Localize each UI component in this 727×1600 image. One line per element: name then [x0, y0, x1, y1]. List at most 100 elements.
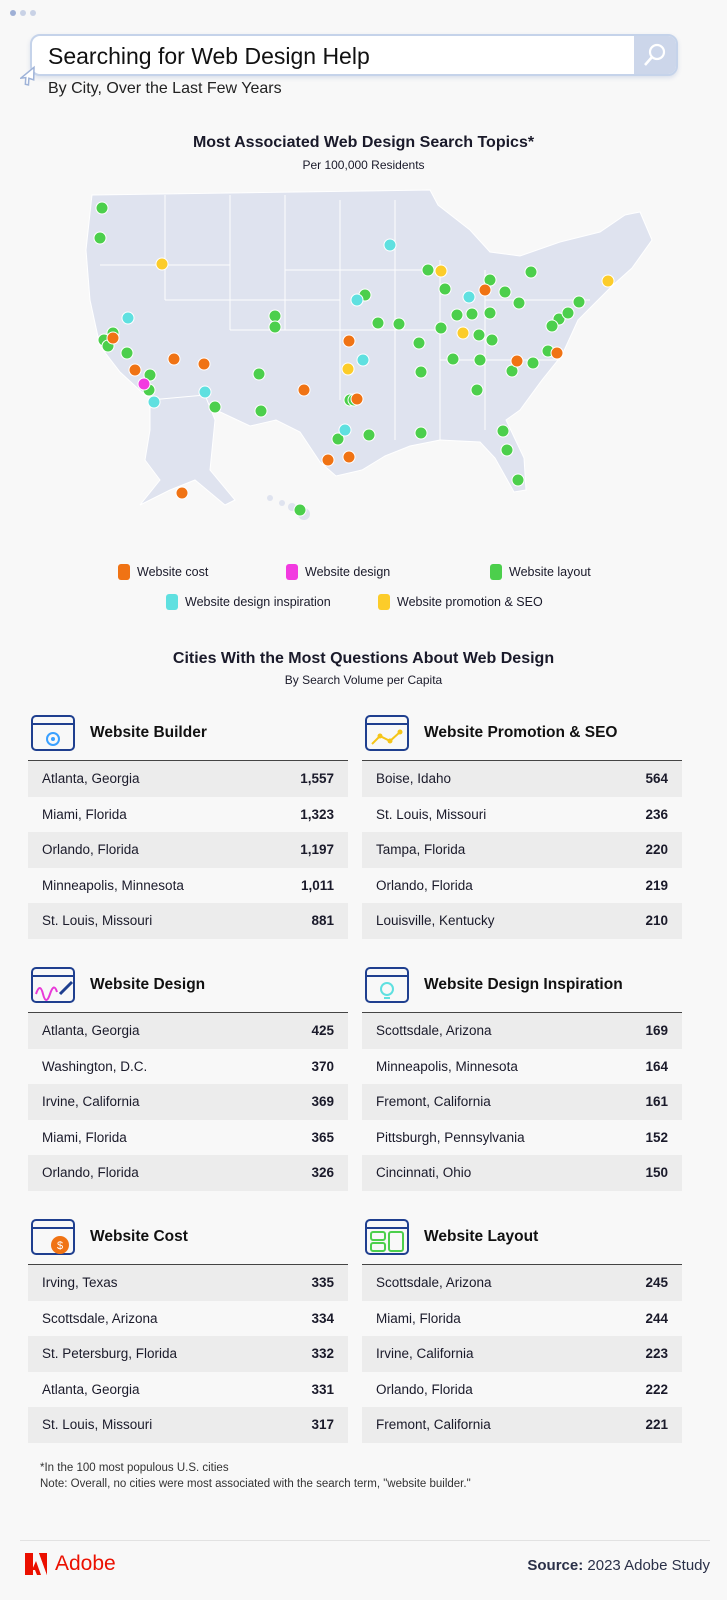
map-subtitle: Per 100,000 Residents [302, 158, 425, 172]
legend-label: Website layout [509, 565, 591, 579]
city-dot-inspiration [356, 353, 370, 367]
city-dot-inspiration [462, 290, 476, 304]
city-dot-seo [155, 257, 169, 271]
city-name: Irving, Texas [42, 1275, 118, 1291]
city-name: Scottsdale, Arizona [376, 1275, 492, 1291]
city-name: Fremont, California [376, 1094, 491, 1110]
city-dot-cost [321, 453, 335, 467]
city-dot-layout [470, 383, 484, 397]
city-dot-seo [434, 264, 448, 278]
table-row: Irvine, California 369 [28, 1084, 348, 1120]
table-title: Website Design Inspiration [424, 975, 623, 993]
table-website-layout: Website Layout Scottsdale, Arizona 245 Miam… [362, 1209, 682, 1443]
legend-item-cost: Website cost [118, 564, 208, 580]
svg-text:$: $ [57, 1240, 63, 1252]
city-dot-layout [362, 428, 376, 442]
table-website-design: Website Design Atlanta, Georgia 425 Washing… [28, 957, 348, 1191]
table-title: Website Promotion & SEO [424, 723, 618, 741]
city-value: 150 [645, 1165, 668, 1181]
legend-item-seo: Website promotion & SEO [378, 594, 543, 610]
city-name: Boise, Idaho [376, 771, 452, 787]
city-dot-layout [392, 317, 406, 331]
table-row: St. Louis, Missouri 317 [28, 1407, 348, 1443]
source-label: Source: [527, 1557, 584, 1574]
city-dot-inspiration [350, 293, 364, 307]
city-dot-cost [478, 283, 492, 297]
window-dots [10, 10, 36, 16]
city-name: Cincinnati, Ohio [376, 1165, 472, 1181]
city-value: 881 [311, 913, 334, 929]
city-dot-layout [414, 365, 428, 379]
city-name: Washington, D.C. [42, 1058, 148, 1074]
map-title: Most Associated Web Design Search Topics… [192, 134, 535, 151]
city-value: 331 [311, 1381, 334, 1397]
city-dot-inspiration [198, 385, 212, 399]
table-row: Atlanta, Georgia 1,557 [28, 761, 348, 797]
table-row: Louisville, Kentucky 210 [362, 903, 682, 939]
city-value: 219 [645, 877, 668, 893]
city-name: St. Louis, Missouri [376, 806, 487, 822]
legend-swatch [286, 564, 298, 580]
city-dot-layout [412, 336, 426, 350]
city-value: 365 [311, 1129, 334, 1145]
city-name: Louisville, Kentucky [376, 913, 495, 929]
city-name: Minneapolis, Minnesota [42, 877, 184, 893]
table-title: Website Builder [90, 723, 207, 741]
table-row: Irving, Texas 335 [28, 1265, 348, 1301]
city-dot-layout [473, 353, 487, 367]
city-value: 326 [311, 1165, 334, 1181]
city-dot-layout [485, 333, 499, 347]
source: Source: 2023 Adobe Study [527, 1557, 710, 1574]
city-value: 164 [645, 1058, 668, 1074]
divider [20, 1540, 710, 1541]
table-row: Orlando, Florida 326 [28, 1155, 348, 1191]
city-value: 223 [645, 1346, 668, 1362]
table-row: Scottsdale, Arizona 245 [362, 1265, 682, 1301]
table-header: Website Design [28, 957, 348, 1013]
city-dot-layout [472, 328, 486, 342]
table-row: Orlando, Florida 222 [362, 1372, 682, 1408]
city-dot-layout [572, 295, 586, 309]
city-name: Irvine, California [376, 1346, 474, 1362]
city-value: 236 [645, 806, 668, 822]
city-dot-layout [500, 443, 514, 457]
adobe-logo: Adobe [25, 1552, 116, 1576]
city-value: 425 [311, 1023, 334, 1039]
source-value: 2023 Adobe Study [587, 1557, 710, 1574]
city-value: 369 [311, 1094, 334, 1110]
chart-window-icon [365, 714, 409, 751]
legend-label: Website design inspiration [185, 595, 331, 609]
city-value: 220 [645, 842, 668, 858]
city-name: Atlanta, Georgia [42, 1381, 140, 1397]
city-dot-layout [512, 296, 526, 310]
city-name: Scottsdale, Arizona [376, 1023, 492, 1039]
legend-label: Website cost [137, 565, 209, 579]
city-value: 317 [311, 1417, 334, 1433]
table-row: Tampa, Florida 220 [362, 832, 682, 868]
table-row: Boise, Idaho 564 [362, 761, 682, 797]
adobe-brand: Adobe [55, 1552, 116, 1575]
table-row: Cincinnati, Ohio 150 [362, 1155, 682, 1191]
table-website-promotion-seo: Website Promotion & SEO Boise, Idaho 564 St… [362, 705, 682, 939]
legend-label: Website design [305, 565, 391, 579]
table-row: Atlanta, Georgia 331 [28, 1372, 348, 1408]
city-dot-cost [342, 450, 356, 464]
search-icon [634, 36, 676, 74]
table-website-builder: Website Builder Atlanta, Georgia 1,557 Miam… [28, 705, 348, 939]
city-value: 1,011 [300, 877, 334, 893]
us-map [85, 189, 653, 520]
cursor-icon [20, 65, 35, 86]
city-dot-cost [106, 331, 120, 345]
table-row: St. Louis, Missouri 881 [28, 903, 348, 939]
city-name: Orlando, Florida [42, 842, 139, 858]
legend-item-design: Website design [286, 564, 390, 580]
table-row: Pittsburgh, Pennsylvania 152 [362, 1120, 682, 1156]
table-row: Washington, D.C. 370 [28, 1049, 348, 1085]
city-dot-cost [128, 363, 142, 377]
city-dot-seo [456, 326, 470, 340]
footnote-note: Note: Overall, no cities were most assoc… [40, 1478, 471, 1490]
city-dot-design [137, 377, 151, 391]
city-dot-layout [511, 473, 525, 487]
table-row: Miami, Florida 365 [28, 1120, 348, 1156]
legend-swatch [490, 564, 502, 580]
